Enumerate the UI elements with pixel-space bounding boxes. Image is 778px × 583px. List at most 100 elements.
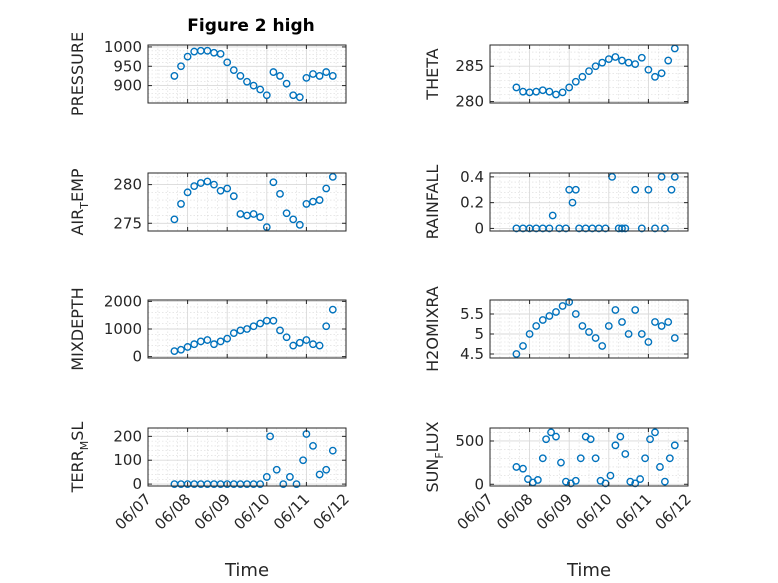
data-point [282,333,291,342]
data-point [618,56,626,65]
data-point [661,224,669,233]
data-point [262,473,271,481]
data-point [664,318,673,326]
y-axis-label: H2OMIXRA [423,286,442,372]
data-point [670,441,679,450]
axes-box [489,427,689,487]
data-point [322,465,331,474]
data-point [598,58,607,67]
data-point [611,441,620,450]
data-point [243,77,251,86]
data-point [571,310,580,318]
axes-box [147,427,347,487]
y-tick-label: 280 [113,176,142,194]
y-tick-label: 280 [455,93,484,111]
y-tick-label: 500 [455,432,484,450]
series-sun_flux [512,428,679,488]
data-point [542,435,550,444]
data-point [309,442,317,450]
axes-box [489,299,689,359]
data-point [249,322,258,331]
data-point [624,330,633,338]
data-point [229,329,238,338]
y-tick-label: 900 [113,77,142,95]
data-point [533,476,542,484]
data-point [611,53,620,61]
data-point [322,68,331,76]
data-point [656,463,664,471]
data-point [621,450,630,458]
data-point [229,192,238,201]
data-point [670,334,679,342]
data-point [289,215,298,224]
data-point [538,316,547,324]
data-point [644,65,653,74]
y-axis-label: PRESSURE [68,32,87,116]
data-point [665,454,674,463]
data-point [618,224,626,233]
data-point [631,306,640,314]
data-point [170,72,179,80]
data-point [519,464,527,473]
data-point [558,88,567,97]
data-point [611,306,620,314]
data-point [585,67,593,76]
y-tick-label: 2000 [104,292,142,310]
data-point [568,198,577,207]
data-point [651,318,659,326]
data-point [216,337,225,346]
y-tick-label: 100 [113,451,142,469]
data-point [664,56,673,65]
data-point [552,90,560,99]
data-point [571,476,580,485]
data-point [236,72,245,80]
data-point [216,186,225,195]
y-axis-label: RAINFALL [423,165,442,240]
data-point [299,456,307,465]
y-tick-label: 0 [474,475,484,493]
data-point [177,345,185,354]
data-point [322,184,331,193]
y-axis-label: TERRMSL [68,422,91,494]
data-point [547,428,555,437]
data-point [644,338,653,346]
data-point [328,172,337,181]
y-axis-label: AIRTEMP [68,168,91,235]
data-point [616,432,625,441]
data-point [322,322,331,331]
series-mixdepth [170,305,337,355]
y-tick-label: 200 [113,427,142,445]
data-point [262,91,271,100]
data-point [328,446,337,455]
grid [490,300,688,359]
data-point [170,215,179,224]
data-point [565,83,574,92]
data-point [272,465,281,474]
data-point [285,473,294,481]
data-point [315,72,324,80]
data-point [183,343,192,351]
data-point [641,454,649,463]
panel-sun_flux: 0 500 SUNFLUX 06/0706/0806/0906/1006/1106/1… [423,421,695,581]
y-tick-label: 5.5 [460,305,484,323]
series-h2omixra [512,298,679,358]
y-tick-label: 285 [455,57,484,75]
data-point [598,342,607,350]
data-point [591,454,600,463]
data-point [269,68,278,76]
x-tick-label: 06/08 [493,490,536,533]
data-point [289,341,298,350]
data-point [576,454,585,463]
x-tick-label: 06/07 [454,490,497,533]
y-axis-label: THETA [423,48,442,100]
data-point [585,328,593,336]
x-tick-label: 06/08 [151,490,194,533]
data-point [538,454,547,463]
y-tick-label: 950 [113,57,142,75]
y-tick-label: 275 [113,214,142,232]
x-tick-label: 06/12 [652,490,695,533]
data-point [289,91,298,100]
